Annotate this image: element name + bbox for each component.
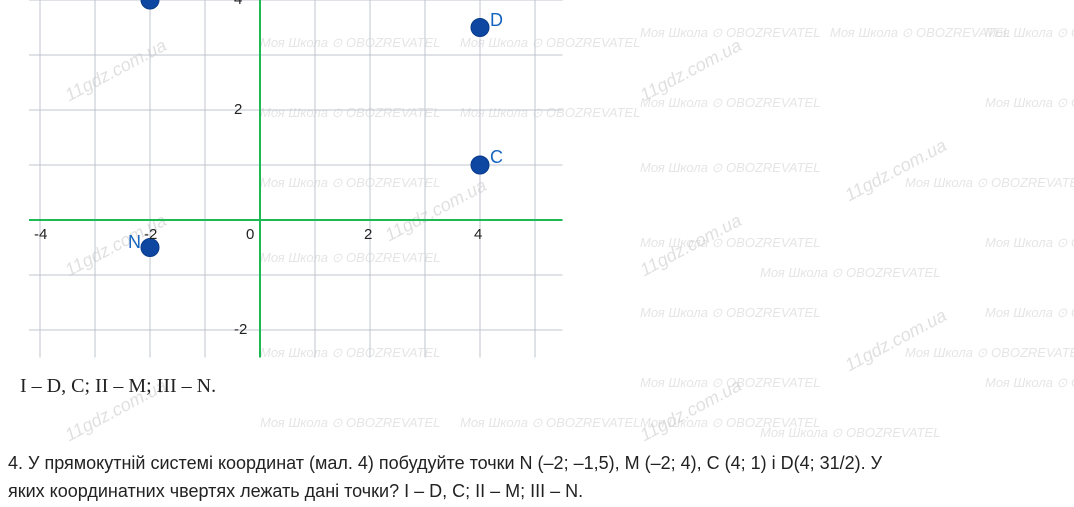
coordinate-chart: N M C D -4 -2 2 4 -2 2 4 0 [20,0,640,360]
point-label-m: M [128,0,143,3]
ytick-4: 4 [234,0,242,8]
problem-number: 4. [8,453,23,473]
ytick-2: 2 [234,101,242,118]
grid-svg [20,0,640,360]
point-label-d: D [490,10,503,31]
quadrant-answer: I – D, C; II – M; III – N. [20,375,216,398]
problem-body-2: яких координатних чвертях лежать дані то… [8,481,583,501]
xtick-2: 2 [364,226,372,243]
point-label-n: N [128,232,141,253]
problem-body-1: У прямокутній системі координат (мал. 4)… [28,453,882,473]
ytick--2: -2 [234,321,247,338]
xtick--4: -4 [34,226,47,243]
xtick--2: -2 [144,226,157,243]
origin-label: 0 [246,226,254,243]
problem-text: 4. У прямокутній системі координат (мал.… [8,450,1066,506]
xtick-4: 4 [474,226,482,243]
point-label-c: C [490,147,503,168]
